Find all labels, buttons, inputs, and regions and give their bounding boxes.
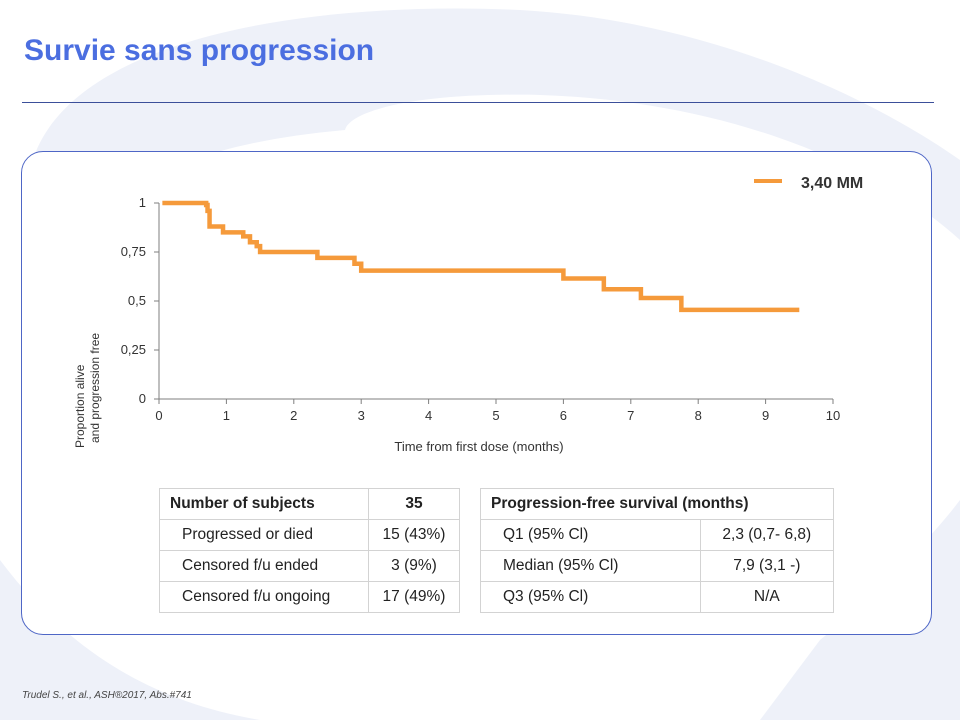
x-tick-label: 10 [826,408,840,423]
table-cell: 2,3 (0,7- 6,8) [699,519,835,551]
table-header-cell: Progression-free survival (months) [480,488,834,520]
table-cell: Censored f/u ongoing [159,581,369,613]
table-cell: 7,9 (3,1 -) [699,550,835,582]
x-tick-label: 1 [223,408,230,423]
x-tick-label: 8 [695,408,702,423]
x-tick-label: 2 [290,408,297,423]
table-cell: 3 (9%) [368,550,460,582]
chart-legend: 3,40 MM [754,175,863,192]
x-tick-label: 6 [560,408,567,423]
table-cell: Q3 (95% Cl) [480,581,701,613]
y-tick-label: 0 [139,391,146,406]
table-cell: 17 (49%) [368,581,460,613]
table-cell: Q1 (95% Cl) [480,519,701,551]
table-cell: Progressed or died [159,519,369,551]
subjects-table: Number of subjects 35 Progressed or died… [159,488,460,613]
legend-label: 3,40 MM [801,175,863,192]
x-tick-label: 5 [492,408,499,423]
table-row: Censored f/u ended 3 (9%) [159,550,460,582]
survival-curve-line [162,200,800,313]
y-tick-label: 1 [139,195,146,210]
survival-chart: 0 1 2 3 4 5 6 7 8 9 10 0 0,25 0,5 0,75 1 3,40 MM Time f… [73,175,863,454]
table-row: Q3 (95% Cl) N/A [480,581,835,613]
citation-footnote: Trudel S., et al., ASH®2017, Abs.#741 [22,690,192,701]
table-row: Median (95% Cl) 7,9 (3,1 -) [480,550,835,582]
table-header-row: Progression-free survival (months) [480,488,834,520]
table-row: Progressed or died 15 (43%) [159,519,460,551]
x-axis-label: Time from first dose (months) [394,439,563,454]
x-tick-label: 4 [425,408,432,423]
x-tick-label: 7 [627,408,634,423]
table-row: Q1 (95% Cl) 2,3 (0,7- 6,8) [480,519,835,551]
y-tick-label: 0,25 [121,342,146,357]
table-cell: N/A [699,581,835,613]
x-tick-label: 9 [762,408,769,423]
table-header-cell: 35 [368,488,460,520]
y-tick-label: 0,75 [121,244,146,259]
table-cell: 15 (43%) [368,519,460,551]
y-axis-label-line1: Proportion alive [73,364,87,448]
table-row: Censored f/u ongoing 17 (49%) [159,581,460,613]
y-tick-label: 0,5 [128,293,146,308]
pfs-table: Progression-free survival (months) Q1 (9… [480,488,835,613]
x-tick-label: 3 [358,408,365,423]
table-cell: Censored f/u ended [159,550,369,582]
title-divider [22,102,934,103]
x-tick-label: 0 [155,408,162,423]
table-header-cell: Number of subjects [159,488,369,520]
page-title: Survie sans progression [24,34,375,67]
table-header-row: Number of subjects 35 [159,488,460,520]
y-axis-label-line2: and progression free [88,333,102,443]
table-cell: Median (95% Cl) [480,550,701,582]
